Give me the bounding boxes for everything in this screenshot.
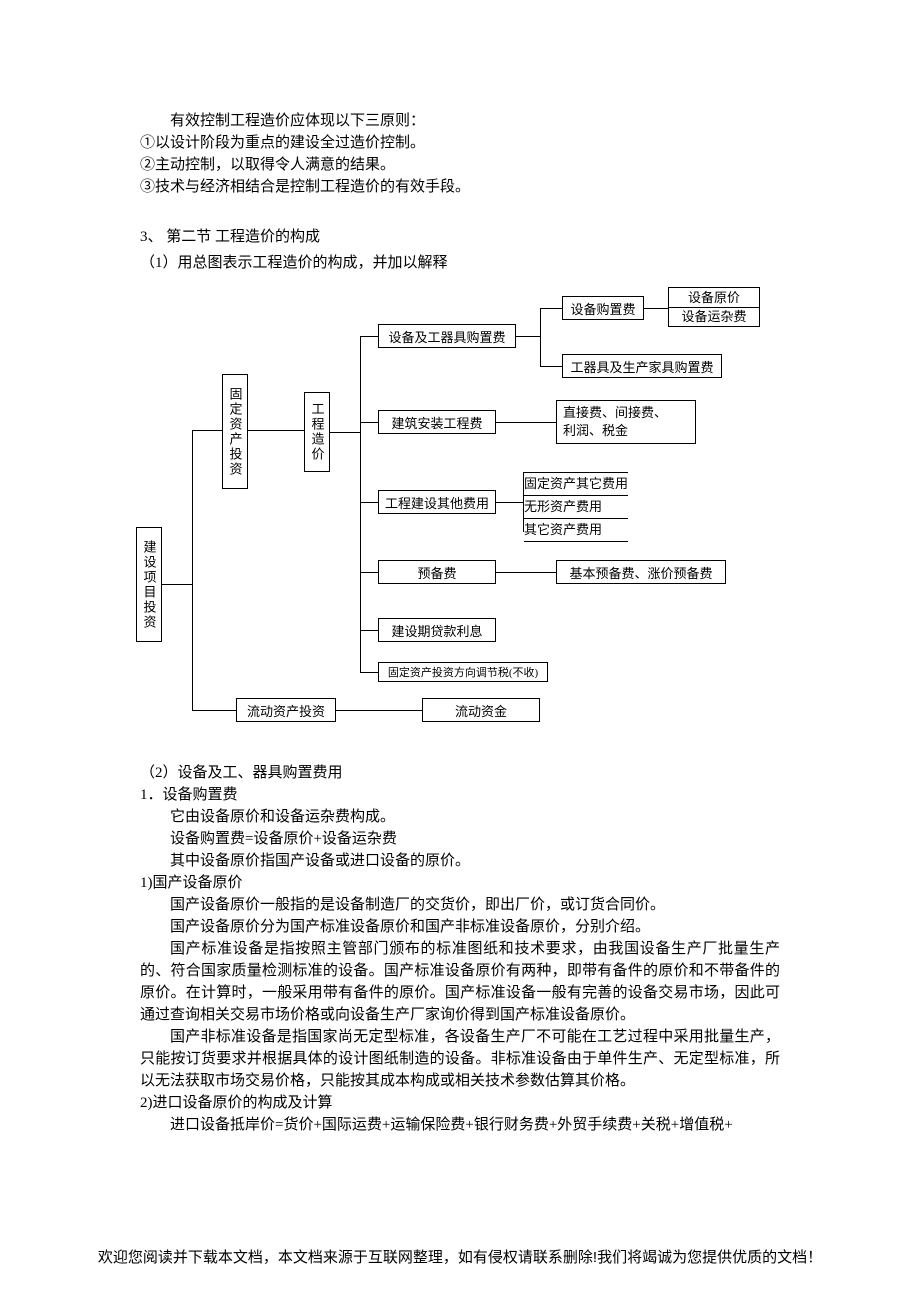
node-tool-fee: 工器具及生产家具购置费 — [562, 354, 722, 378]
connector — [192, 430, 222, 431]
node-fixed-asset-invest: 固定资产投资 — [222, 374, 248, 489]
node-construction-detail-2: 利润、税金 — [563, 422, 689, 440]
p3: 其中设备原价指国产设备或进口设备的原价。 — [140, 850, 780, 872]
connector — [162, 584, 192, 585]
node-adjust-tax: 固定资产投资方向调节税(不收) — [378, 662, 548, 682]
connector — [192, 710, 236, 711]
document-page: 有效控制工程造价应体现以下三原则： ①以设计阶段为重点的建设全过造价控制。 ②主… — [0, 0, 920, 1302]
connector — [540, 308, 541, 366]
connector — [496, 502, 524, 503]
node-construction-detail-1: 直接费、间接费、 — [563, 404, 689, 422]
cost-structure-diagram: 建设项目投资 固定资产投资 流动资产投资 工程造价 设备及工器具购置费 设备购置… — [136, 282, 796, 752]
other-fee-2: 无形资产费用 — [524, 496, 628, 519]
node-equipment-purchase: 设备及工器具购置费 — [378, 324, 516, 348]
p4: 国产设备原价一般指的是设备制造厂的交货价，即出厂价，或订货合同价。 — [140, 894, 780, 916]
node-construction-fee: 建筑安装工程费 — [378, 410, 496, 434]
connector — [192, 430, 193, 710]
node-equip-price-1: 设备原价 — [688, 289, 740, 307]
p5: 国产设备原价分为国产标准设备原价和国产非标准设备原价，分别介绍。 — [140, 916, 780, 938]
connector — [360, 630, 378, 631]
node-reserve-fee: 预备费 — [378, 560, 496, 584]
section-sub1: （1）用总图表示工程造价的构成，并加以解释 — [140, 252, 780, 274]
principle-1: ①以设计阶段为重点的建设全过造价控制。 — [140, 132, 780, 154]
connector — [330, 432, 360, 433]
page-footer: 欢迎您阅读并下载本文档，本文档来源于互联网整理，如有侵权请联系删除!我们将竭诚为… — [0, 1246, 920, 1267]
connector — [360, 336, 378, 337]
principles-lead: 有效控制工程造价应体现以下三原则： — [140, 110, 780, 132]
section-heading: 3、 第二节 工程造价的构成 — [140, 226, 780, 248]
connector — [248, 430, 304, 431]
connector — [360, 672, 378, 673]
connector — [336, 710, 422, 711]
principles-block: 有效控制工程造价应体现以下三原则： ①以设计阶段为重点的建设全过造价控制。 ②主… — [140, 110, 780, 198]
node-reserve-detail: 基本预备费、涨价预备费 — [556, 560, 726, 584]
connector — [644, 308, 668, 309]
h3: 2)进口设备原价的构成及计算 — [140, 1092, 780, 1114]
connector — [360, 502, 378, 503]
node-project-cost: 工程造价 — [304, 392, 330, 472]
body-text: （2）设备及工、器具购置费用 1．设备购置费 它由设备原价和设备运杂费构成。 设… — [140, 762, 780, 1136]
sub2: （2）设备及工、器具购置费用 — [140, 762, 780, 784]
p6: 国产标准设备是指按照主管部门颁布的标准图纸和技术要求，由我国设备生产厂批量生产的… — [140, 938, 780, 1026]
connector — [516, 336, 540, 337]
node-equip-price-2: 设备运杂费 — [669, 307, 759, 326]
node-other-fee-detail: 固定资产其它费用 无形资产费用 其它资产费用 — [524, 472, 628, 542]
connector — [360, 336, 361, 672]
h1: 1．设备购置费 — [140, 784, 780, 806]
principle-2: ②主动控制，以取得令人满意的结果。 — [140, 154, 780, 176]
h2: 1)国产设备原价 — [140, 872, 780, 894]
connector — [496, 572, 556, 573]
connector — [523, 472, 524, 532]
other-fee-3: 其它资产费用 — [524, 519, 628, 542]
connector — [496, 422, 556, 423]
p8: 进口设备抵岸价=货价+国际运费+运输保险费+银行财务费+外贸手续费+关税+增值税… — [140, 1114, 780, 1136]
p1: 它由设备原价和设备运杂费构成。 — [140, 806, 780, 828]
principle-3: ③技术与经济相结合是控制工程造价的有效手段。 — [140, 176, 780, 198]
connector — [540, 366, 562, 367]
connector — [360, 572, 378, 573]
connector — [360, 422, 378, 423]
node-loan-interest: 建设期贷款利息 — [378, 618, 496, 642]
node-working-capital: 流动资金 — [422, 698, 540, 722]
node-equip-price-box: 设备原价 设备运杂费 — [668, 287, 760, 327]
connector — [540, 308, 562, 309]
node-current-asset-invest: 流动资产投资 — [236, 698, 336, 722]
node-other-fee: 工程建设其他费用 — [378, 490, 496, 514]
node-construction-detail: 直接费、间接费、 利润、税金 — [556, 400, 696, 444]
p7: 国产非标准设备是指国家尚无定型标准，各设备生产厂不可能在工艺过程中采用批量生产，… — [140, 1026, 780, 1092]
node-equip-fee: 设备购置费 — [562, 296, 644, 320]
p2: 设备购置费=设备原价+设备运杂费 — [140, 828, 780, 850]
node-root: 建设项目投资 — [136, 527, 162, 642]
other-fee-1: 固定资产其它费用 — [524, 475, 628, 496]
